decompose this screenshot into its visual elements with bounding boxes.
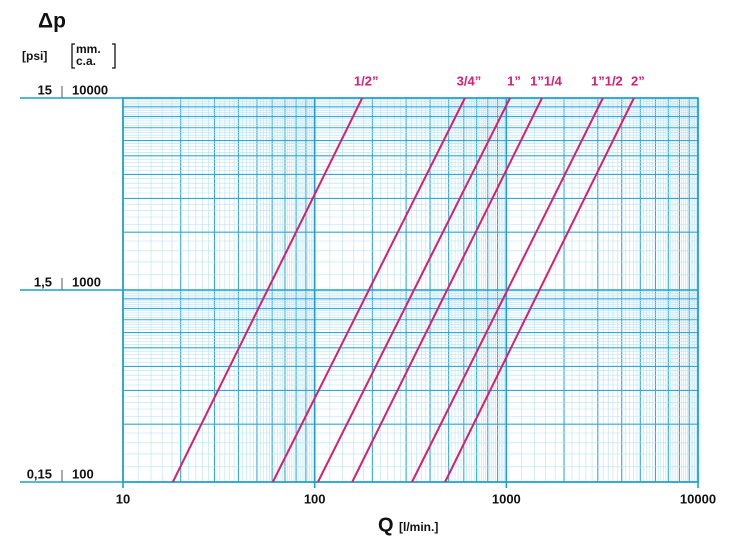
- y2-tick-label: 1,5: [34, 274, 52, 289]
- y-tick-label: 100: [72, 466, 94, 481]
- curve: [317, 97, 511, 483]
- curve: [271, 97, 466, 483]
- x-tick-label: 10: [116, 491, 130, 506]
- x-tick-label: 1000: [492, 491, 521, 506]
- plot-frame: [122, 97, 699, 483]
- y-label-left: [psi]: [22, 49, 47, 63]
- x-unit: [l/min.]: [399, 520, 438, 534]
- chart-title: Δp: [38, 10, 66, 33]
- bracket: [71, 43, 116, 69]
- legend-label: 1/2”: [354, 73, 379, 88]
- y2-tick-label: 15: [38, 82, 52, 97]
- curve: [444, 97, 635, 483]
- legend-label: 1”: [507, 73, 521, 88]
- legend-label: 1”1/2: [591, 73, 623, 88]
- legend-label: 3/4”: [457, 73, 482, 88]
- curve: [171, 97, 364, 483]
- x-label: Q: [378, 514, 394, 536]
- y-label-right: mm.: [76, 42, 101, 56]
- x-tick-label: 10000: [680, 491, 716, 506]
- x-tick-label: 100: [304, 491, 326, 506]
- legend-label: 2”: [631, 73, 645, 88]
- curve: [351, 97, 543, 483]
- y2-tick-label: 0,15: [27, 466, 52, 481]
- y-tick-label: 1000: [72, 274, 101, 289]
- y-tick-label: 10000: [72, 82, 108, 97]
- legend-label: 1”1/4: [530, 73, 563, 88]
- y-label-right: c.a.: [76, 54, 96, 68]
- curve: [411, 97, 604, 483]
